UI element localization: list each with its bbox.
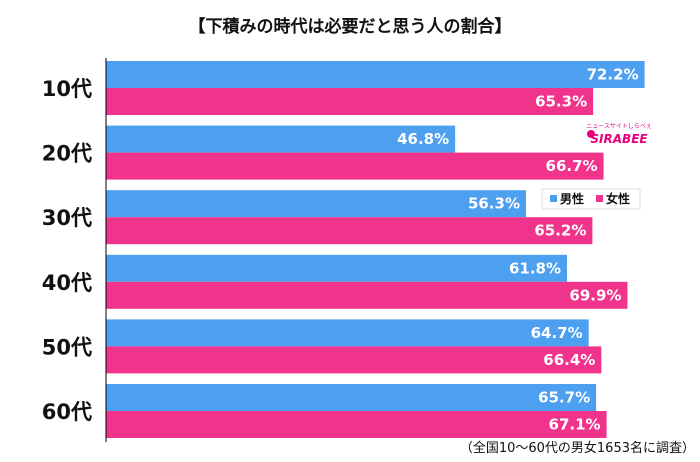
- bar-male: [106, 254, 568, 282]
- bar-male: [106, 384, 597, 411]
- data-label: 72.2%: [587, 66, 639, 84]
- category-label: 40代: [42, 271, 92, 295]
- data-label: 65.7%: [538, 389, 590, 407]
- bar-male: [106, 190, 526, 218]
- legend-label: 女性: [606, 191, 630, 206]
- category-label: 10代: [42, 77, 92, 101]
- logo-mark-icon: [587, 130, 595, 138]
- bar-female: [106, 411, 607, 438]
- bar-female: [106, 346, 602, 374]
- category-label: 20代: [42, 142, 92, 166]
- legend-swatch: [550, 195, 557, 202]
- footnote: （全国10～60代の男女1653名に調査）: [460, 440, 695, 456]
- logo-subtext: ニュースサイトしらべぇ: [586, 123, 652, 130]
- data-label: 66.4%: [543, 351, 595, 369]
- data-label: 65.2%: [534, 222, 586, 240]
- legend: 男性 女性: [541, 188, 641, 210]
- chart-title: 【下積みの時代は必要だと思う人の割合】: [189, 16, 512, 37]
- bar-female: [106, 217, 593, 245]
- bar-male: [106, 319, 589, 347]
- bar-male: [106, 125, 456, 153]
- data-label: 61.8%: [509, 259, 561, 277]
- data-label: 64.7%: [531, 324, 583, 342]
- bar-female: [106, 88, 594, 115]
- bar-female: [106, 152, 604, 180]
- bars-group: 10代 72.2%65.3% 20代 46.8% 66.7% 30代 56.3% 65.2% 4…: [42, 61, 645, 438]
- sirabee-logo: ニュースサイトしらべぇ SIRABEE: [585, 121, 652, 147]
- bar-male: [106, 61, 645, 88]
- category-label: 30代: [42, 206, 92, 230]
- bar-female: [106, 281, 628, 309]
- category-label: 60代: [42, 400, 92, 424]
- data-label: 69.9%: [569, 286, 621, 304]
- logo-text: SIRABEE: [590, 132, 648, 146]
- data-label: 66.7%: [546, 157, 598, 175]
- category-label: 50代: [42, 335, 92, 359]
- data-label: 65.3%: [535, 93, 587, 111]
- data-label: 46.8%: [397, 130, 449, 148]
- legend-label: 男性: [560, 191, 584, 206]
- data-label: 56.3%: [468, 195, 520, 213]
- data-label: 67.1%: [549, 416, 601, 434]
- legend-swatch: [596, 195, 603, 202]
